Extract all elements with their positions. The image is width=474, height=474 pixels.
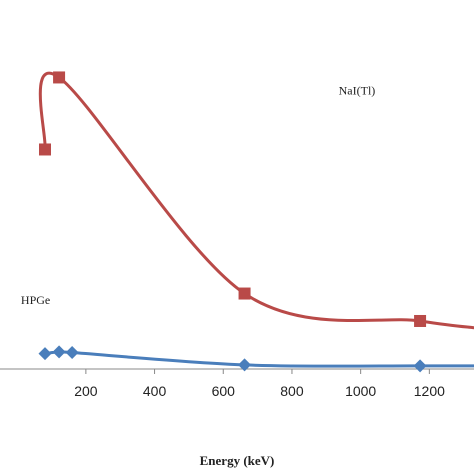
hpge-data-point xyxy=(52,345,66,359)
series-layer xyxy=(38,71,474,373)
nai-data-point xyxy=(238,287,251,300)
x-tick-label: 400 xyxy=(143,383,167,399)
x-ticks: 200 400 600 800 1000 1200 xyxy=(74,369,445,399)
hpge-data-point xyxy=(38,347,52,361)
x-tick-label: 200 xyxy=(74,383,98,399)
annotation-hpge: HPGe xyxy=(21,293,50,307)
x-tick-label: 600 xyxy=(212,383,236,399)
x-axis-title: Energy (keV) xyxy=(200,453,275,468)
nai-data-point xyxy=(414,314,427,327)
series-line-nai xyxy=(38,72,474,330)
x-tick-label: 800 xyxy=(280,383,304,399)
nai-data-point xyxy=(53,71,66,84)
hpge-data-point xyxy=(413,359,427,373)
annotation-nai: NaI(Tl) xyxy=(339,84,376,98)
x-tick-label: 1000 xyxy=(345,383,376,399)
hpge-data-point xyxy=(238,358,252,372)
x-tick-label: 1200 xyxy=(414,383,445,399)
hpge-data-point xyxy=(65,346,79,360)
series-line-hpge xyxy=(44,349,474,368)
nai-data-point xyxy=(38,143,51,156)
